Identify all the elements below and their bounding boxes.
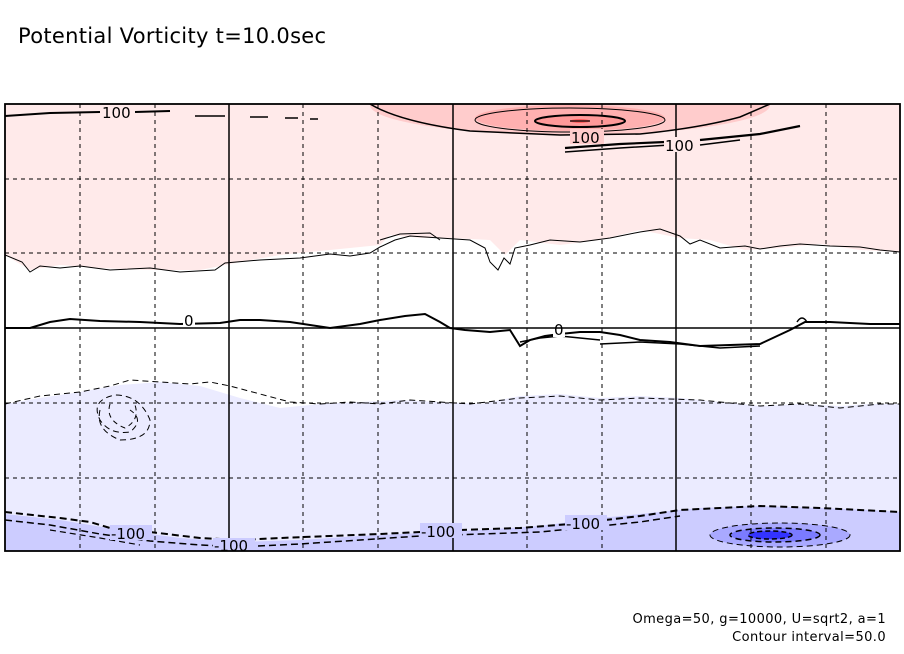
grid-lines <box>5 104 900 551</box>
contour-label: -100 <box>421 523 455 541</box>
contour-neg-100-upper <box>5 504 900 542</box>
chart-title: Potential Vorticity t=10.0sec <box>18 24 327 48</box>
contour-100-top-left <box>5 110 171 117</box>
parameters-note: Omega=50, g=10000, U=sqrt2, a=1 <box>632 612 886 627</box>
contour-label: 100 <box>665 137 694 155</box>
contour-label: -100 <box>214 537 248 555</box>
contour-label: 100 <box>571 129 600 147</box>
contour-interval-note: Contour interval=50.0 <box>732 630 886 645</box>
contour-label: -100 <box>566 515 600 533</box>
contour-neg-upper <box>5 379 900 409</box>
contour-south-mid <box>729 527 821 543</box>
contour-label: 0 <box>554 321 564 339</box>
contour-south-inner <box>747 530 793 540</box>
contour-south-outer <box>709 522 851 548</box>
negative-core <box>748 531 792 539</box>
contour-100-north-lower <box>564 124 801 150</box>
contour-label: 0 <box>184 312 194 330</box>
contour-upper-boundary <box>5 228 900 273</box>
contour-north-inner <box>534 114 626 128</box>
contour-label: 100 <box>102 104 131 122</box>
contour-label: -100 <box>111 525 145 543</box>
